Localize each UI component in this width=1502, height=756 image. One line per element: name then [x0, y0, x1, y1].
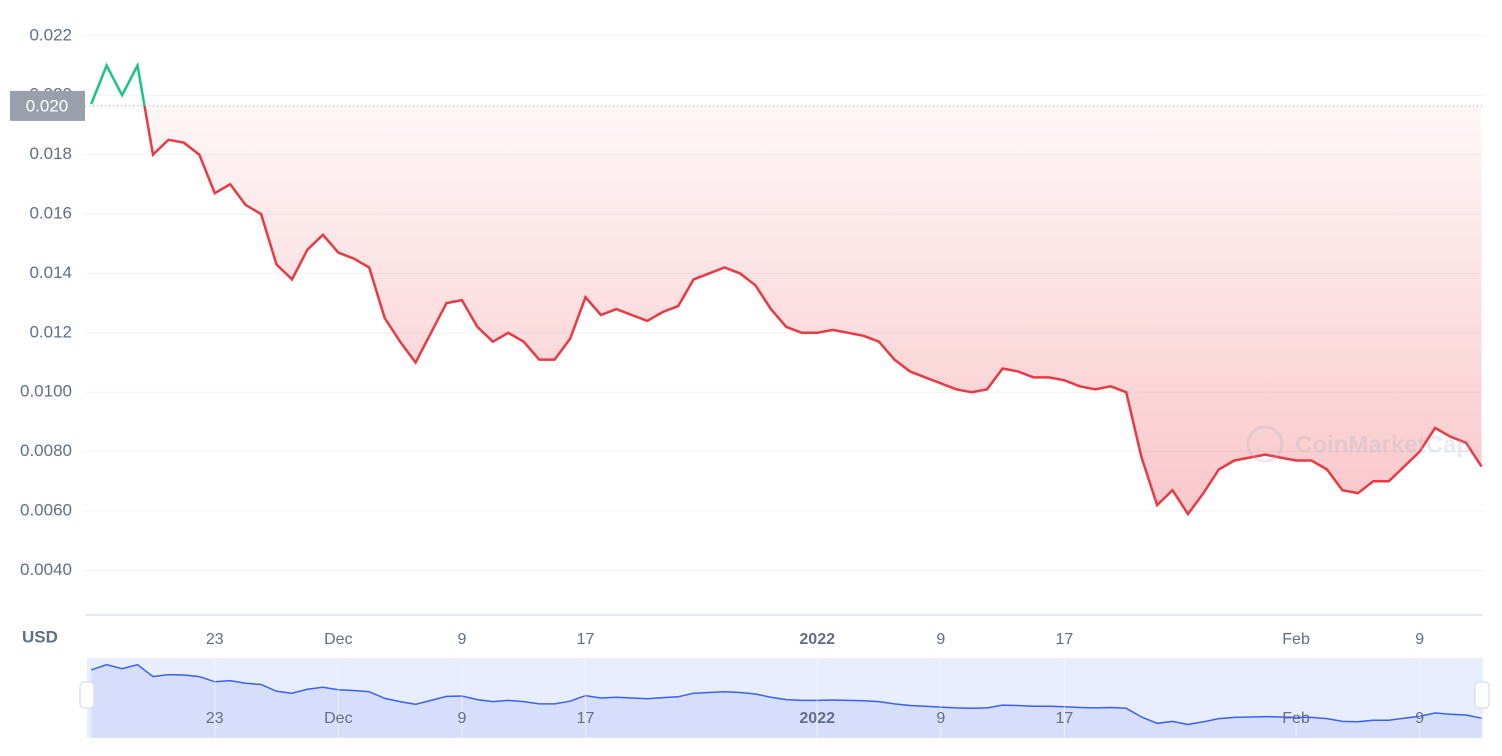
x-tick-label: 23 — [206, 631, 224, 648]
x-tick-label: 9 — [936, 631, 945, 648]
overlay: 0.020 — [10, 90, 1483, 121]
navigator-tick-label: 9 — [936, 710, 945, 727]
x-tick-label: 2022 — [799, 631, 835, 648]
x-tick-label: Dec — [324, 631, 352, 648]
price-line-down — [143, 105, 1483, 517]
navigator-tick-label: 9 — [1415, 710, 1424, 727]
navigator: 23 Dec 9 17 2022 9 17 Feb 9 — [79, 658, 1490, 738]
x-tick-label: 9 — [1415, 631, 1424, 648]
navigator-tick-label: 2022 — [799, 710, 835, 727]
y-tick-label: 0.014 — [29, 263, 72, 282]
x-tick-label: 17 — [1055, 631, 1073, 648]
y-tick-label: 0.018 — [29, 144, 72, 163]
watermark-text: CoinMarketCap — [1295, 431, 1471, 458]
price-tag-label: 0.020 — [26, 96, 69, 115]
watermark-logo — [1246, 425, 1284, 463]
navigator-handle-right[interactable] — [1474, 681, 1490, 709]
navigator-tick-label: 17 — [577, 710, 595, 727]
y-tick-label: 0.016 — [29, 203, 72, 222]
watermark: CoinMarketCap — [1246, 425, 1471, 463]
x-tick-label: Feb — [1282, 631, 1310, 648]
y-tick-label: 0.0080 — [20, 441, 72, 460]
navigator-tick-label: 9 — [457, 710, 466, 727]
y-tick-label: 0.0100 — [20, 382, 72, 401]
navigator-tick-label: Dec — [324, 710, 352, 727]
navigator-handle-left[interactable] — [79, 681, 95, 709]
navigator-tick-label: 17 — [1055, 710, 1073, 727]
y-tick-label: 0.012 — [29, 322, 72, 341]
x-tick-label: 9 — [457, 631, 466, 648]
price-area — [144, 105, 1482, 514]
currency-label: USD — [22, 627, 58, 646]
price-tag — [10, 90, 85, 121]
navigator-tick-label: Feb — [1282, 710, 1310, 727]
navigator-line — [90, 663, 1482, 726]
y-tick-label: 0.0060 — [20, 501, 72, 520]
x-tick-label: 17 — [577, 631, 595, 648]
plot — [90, 61, 1483, 517]
y-tick-label: 0.0040 — [20, 560, 72, 579]
navigator-area — [91, 664, 1482, 738]
navigator-tick-label: 23 — [206, 710, 224, 727]
y-tick-label: 0.022 — [29, 25, 72, 44]
